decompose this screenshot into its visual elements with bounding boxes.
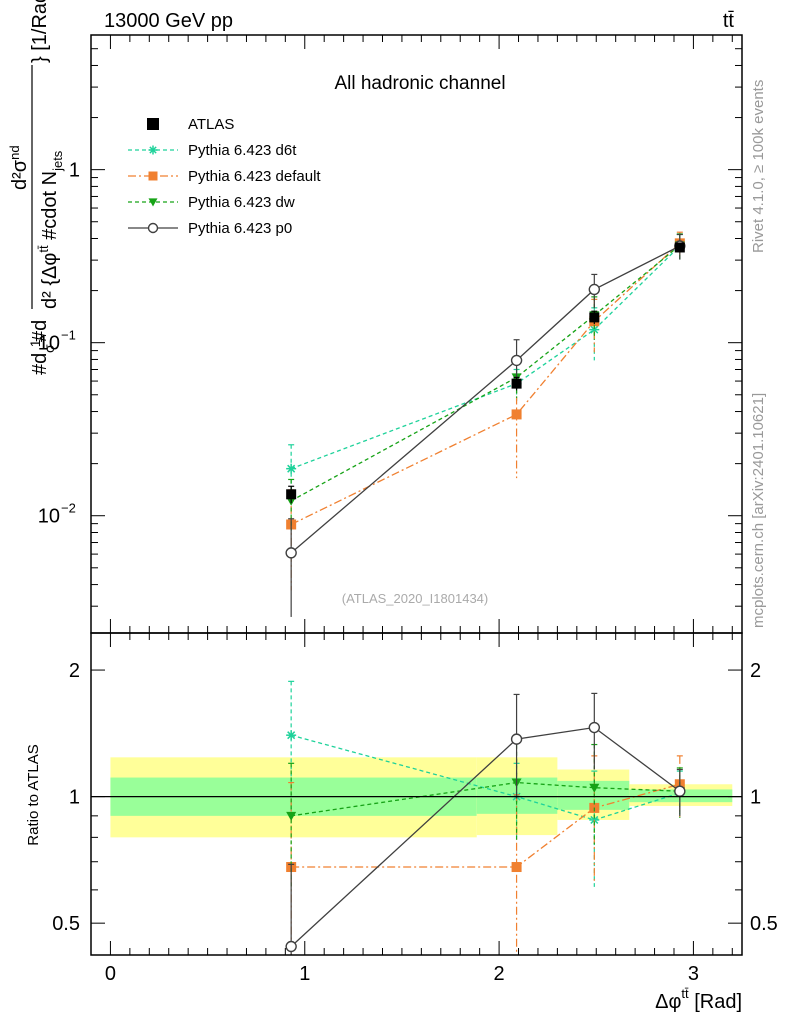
point-default-1 (511, 409, 522, 420)
x-tick-label-0: 0 (105, 963, 116, 985)
point-p0-0 (285, 547, 297, 559)
main-line-p0 (290, 245, 681, 554)
ylabel-denominator: d² {Δφtt̄ #cdot Njets (36, 150, 65, 309)
ratio-point-p0-0 (285, 940, 297, 953)
ratio-y-tick-label-1: 1 (69, 787, 80, 809)
header-process-label: tt̄ (723, 10, 735, 32)
point-atlas-1 (511, 378, 522, 389)
legend-label-atlas: ATLAS (188, 116, 234, 133)
legend-marker-p0 (147, 222, 159, 234)
ylabel-close: } [1/Rad] (29, 0, 51, 63)
legend-label-default: Pythia 6.423 default (188, 168, 321, 185)
main-line-dw (290, 244, 681, 502)
main-ylabel: #d 1 σ #d d²σnd d² {Δφtt̄ #cdot Njets } … (7, 0, 65, 375)
ratio-uncertainty-bands (110, 757, 733, 838)
ratio-point-dw-2 (589, 783, 600, 793)
main-line-d6t (290, 245, 681, 470)
ratio-line-p0 (290, 726, 681, 947)
svg-text:#d 1: #d 1 (27, 339, 51, 375)
legend: ATLAS Pythia 6.423 d6t Pythia 6.423 defaul… (128, 116, 321, 237)
ratio-line-dw (291, 781, 680, 817)
y-tick-exp-1: −1 (61, 328, 76, 343)
chart-title: All hadronic channel (334, 73, 505, 94)
y-tick-label-0: 10 (38, 506, 60, 528)
xlabel: Δφtt̄ [Rad] (655, 986, 742, 1013)
x-tick-label-1: 1 (299, 963, 310, 985)
ratio-y-tick-label-right-2: 2 (750, 660, 761, 682)
analysis-watermark: (ATLAS_2020_I1801434) (342, 591, 488, 606)
ylabel-lead: #d (29, 353, 51, 375)
main-line-default (290, 242, 681, 526)
point-d6t-0 (286, 463, 297, 474)
legend-marker-atlas (147, 118, 159, 130)
ratio-frame (90, 632, 743, 956)
header-energy-label: 13000 GeV pp (104, 10, 233, 32)
y-tick-label-2: 1 (69, 160, 80, 182)
ylabel-sigma: σ (41, 344, 57, 353)
point-p0-2 (588, 283, 601, 296)
ratio-point-default-1 (511, 862, 522, 873)
legend-label-p0: Pythia 6.423 p0 (188, 220, 292, 237)
y-tick-exp-0: −2 (61, 501, 76, 516)
legend-label-dw: Pythia 6.423 dw (188, 194, 295, 211)
ratio-point-p0-2 (588, 721, 601, 734)
rivet-version-label: Rivet 4.1.0, ≥ 100k events (750, 80, 767, 253)
point-atlas-0 (286, 489, 297, 500)
legend-marker-default (148, 171, 158, 181)
ratio-y-tick-label-0: 0.5 (52, 913, 80, 935)
mcplots-label: mcplots.cern.ch [arXiv:2401.10621] (750, 393, 767, 628)
y-tick-label-1: 10 (38, 333, 60, 355)
axes-layer: 0 1 2 310 −210 −110.5 0.51 12 2 (38, 34, 778, 985)
legend-marker-dw (148, 198, 158, 207)
ratio-y-tick-label-right-0: 0.5 (750, 913, 778, 935)
main-series-layer (285, 231, 686, 617)
ylabel-numerator: d²σnd (7, 145, 31, 190)
point-p0-1 (510, 354, 523, 367)
point-atlas-3 (674, 242, 685, 253)
ratio-point-d6t-0 (286, 730, 297, 741)
ratio-point-p0-3 (674, 785, 686, 797)
ratio-y-tick-label-2: 2 (69, 660, 80, 682)
ratio-point-p0-1 (510, 733, 523, 745)
ratio-line-d6t (290, 734, 681, 821)
x-tick-label-3: 3 (688, 963, 699, 985)
ratio-series-layer (285, 680, 686, 955)
legend-label-d6t: Pythia 6.423 d6t (188, 142, 297, 159)
legend-marker-d6t (148, 145, 158, 155)
x-tick-label-2: 2 (494, 963, 505, 985)
ylabel-one: 1 (27, 339, 43, 347)
ratio-line-default (291, 783, 680, 868)
ratio-point-dw-0 (286, 811, 297, 821)
point-atlas-2 (589, 312, 600, 323)
ylabel-mid: #d (29, 320, 51, 342)
ratio-ylabel: Ratio to ATLAS (25, 744, 42, 845)
ratio-y-tick-label-right-1: 1 (750, 787, 761, 809)
